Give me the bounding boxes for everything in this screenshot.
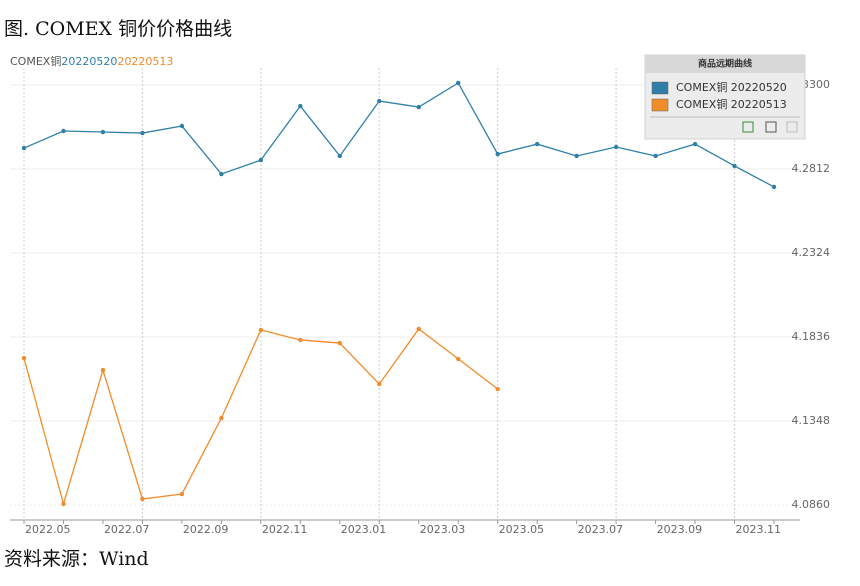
point [219, 171, 224, 177]
point [495, 151, 500, 157]
legend-swatch [651, 98, 669, 112]
x-tick-label: 2022.11 [262, 523, 308, 536]
export-icon[interactable] [742, 121, 754, 133]
source-note: 资料来源：Wind [4, 548, 149, 570]
point [495, 386, 500, 392]
point [732, 163, 737, 169]
restore-icon[interactable] [765, 121, 777, 133]
subtitle-prefix: COMEX铜 [10, 54, 61, 68]
point [416, 326, 421, 332]
x-tick-label: 2023.03 [420, 523, 466, 536]
x-tick-label: 2022.09 [183, 523, 229, 536]
point [298, 103, 303, 109]
legend: 商品远期曲线 COMEX铜 20220520 COMEX铜 20220513 [644, 54, 806, 140]
point [692, 141, 698, 147]
point [61, 501, 66, 507]
point [100, 367, 106, 373]
x-tick-label: 2023.01 [341, 523, 387, 536]
point [377, 98, 382, 104]
x-tick-label: 2022.05 [25, 523, 71, 536]
chart-title: 图. COMEX 铜价价格曲线 [4, 18, 232, 40]
point [771, 184, 777, 190]
point [219, 415, 224, 421]
legend-label: COMEX铜 20220513 [676, 97, 787, 111]
zoom-icon[interactable] [786, 121, 798, 133]
point [613, 144, 619, 150]
legend-label: COMEX铜 20220520 [676, 80, 787, 94]
point [456, 80, 461, 86]
point [377, 381, 382, 387]
point [61, 128, 66, 134]
point [534, 141, 540, 147]
point [100, 129, 106, 135]
point [140, 130, 145, 136]
point [258, 157, 264, 163]
point [337, 340, 342, 346]
x-tick-label: 2022.07 [104, 523, 149, 536]
x-tick-label: 2023.11 [736, 523, 782, 536]
subtitle-code: 20220520 [61, 55, 117, 68]
point [21, 355, 27, 361]
y-tick-label: 4.2812 [792, 162, 831, 175]
point [140, 496, 145, 502]
series-line [23, 82, 775, 188]
point [298, 337, 303, 343]
point [456, 356, 461, 362]
y-tick-label: 4.2324 [792, 246, 831, 259]
y-tick-label: 4.1836 [792, 330, 831, 343]
point [337, 153, 342, 159]
legend-swatch [651, 81, 669, 95]
x-tick-label: 2023.05 [499, 523, 545, 536]
point [653, 153, 658, 159]
point [21, 145, 27, 151]
y-tick-label: 4.1348 [792, 414, 831, 427]
x-tick-label: 2023.07 [578, 523, 624, 536]
x-tick-label: 2023.09 [657, 523, 703, 536]
point [258, 327, 264, 333]
point [416, 104, 421, 110]
legend-header [645, 55, 805, 73]
y-tick-label: 4.0860 [792, 498, 831, 511]
subtitle-code: 20220513 [117, 55, 173, 68]
point [179, 491, 185, 497]
point [574, 153, 579, 159]
legend-title: 商品远期曲线 [698, 58, 752, 70]
point [179, 123, 185, 129]
subtitle: COMEX铜2022052020220513 [10, 54, 173, 68]
